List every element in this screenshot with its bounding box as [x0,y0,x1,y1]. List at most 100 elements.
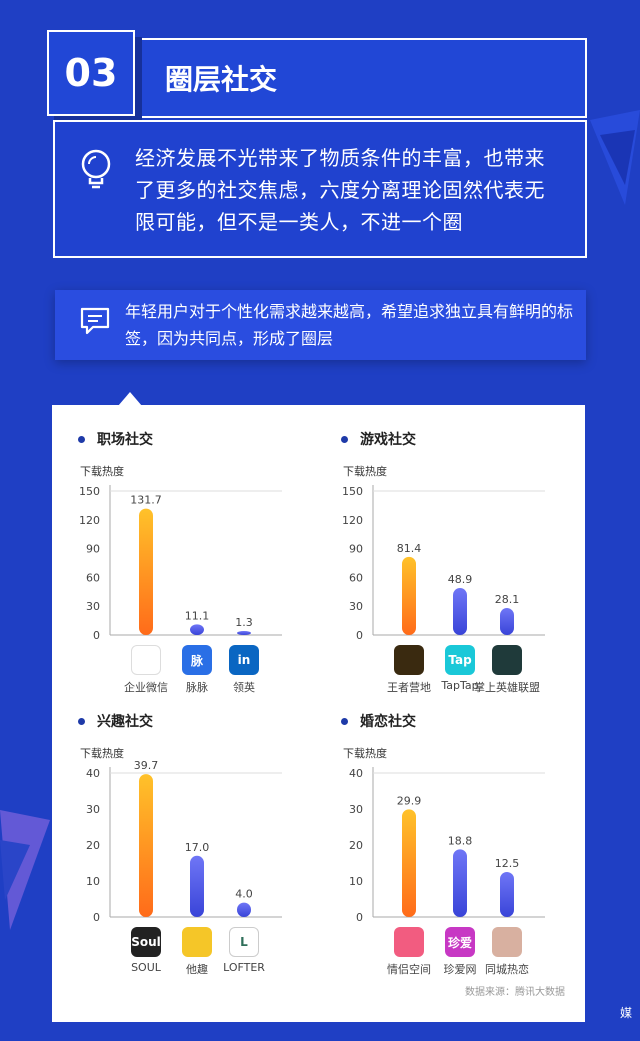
value-label: 131.7 [130,494,162,507]
y-tick-label: 60 [349,571,363,584]
x-category-label: 珍爱网 [443,963,477,976]
y-tick-label: 30 [349,803,363,816]
y-tick-label: 90 [86,543,100,556]
bar [139,774,153,917]
chart-panel-dating: 婚恋社交 下载热度 0 10 20 30 40 29.9 18.8 12.5 情侣空间 珍爱珍爱网同… [315,687,575,987]
bar [237,631,251,635]
zhenai-icon: 珍爱 [445,927,475,957]
wecom-icon [131,645,161,675]
section-header: 圈层社交 03 [47,30,587,120]
y-tick-label: 20 [349,839,363,852]
decorative-triangle-left [0,810,50,930]
chart-panel-career: 职场社交 下载热度 0 30 60 90 120 150 131.7 11.1 1.3 企业微信 脉脉… [52,405,312,705]
bar [190,624,204,635]
bar-chart: 下载热度 0 30 60 90 120 150 81.4 48.9 28.1 [342,464,545,642]
value-label: 12.5 [495,857,520,870]
x-category-label: 同城热恋 [485,963,529,976]
y-tick-label: 10 [349,875,363,888]
value-label: 1.3 [235,616,253,629]
data-source: 数据来源：腾讯大数据 [465,987,565,998]
value-label: 81.4 [397,542,422,555]
chart-title: 婚恋社交 [341,711,416,731]
bar [237,902,251,917]
bar [190,855,204,917]
chart-panel-interest: 兴趣社交 下载热度 0 10 20 30 40 39.7 17.0 4.0 Soul SOUL 他趣 L… [52,687,312,987]
y-axis-label: 下载热度 [343,464,387,478]
lofter-icon: L [229,927,259,957]
bar [500,872,514,917]
y-tick-label: 120 [79,514,100,527]
value-label: 28.1 [495,593,520,606]
wangzhe-icon [394,645,424,675]
lightbulb-icon [81,149,111,189]
bullet-dot [341,435,348,443]
y-axis-label: 下载热度 [80,746,124,760]
x-category-label: 情侣空间 [387,963,431,976]
y-tick-label: 0 [356,911,363,924]
bullet-dot [341,717,348,725]
chart-title: 兴趣社交 [78,711,153,731]
value-label: 11.1 [185,609,210,622]
y-tick-label: 40 [349,767,363,780]
taptap-icon: Tap [445,645,475,675]
card-pointer [118,392,142,406]
chart-title: 游戏社交 [341,429,416,449]
bar [453,849,467,917]
lol-icon [492,645,522,675]
y-axis-label: 下载热度 [80,464,124,478]
taqu-icon [182,927,212,957]
value-label: 4.0 [235,888,253,901]
chat-icon [80,307,110,335]
value-label: 17.0 [185,841,210,854]
x-category-label: 领英 [233,681,255,694]
y-tick-label: 40 [86,767,100,780]
couple-space-icon [394,927,424,957]
bar-chart: 下载热度 0 30 60 90 120 150 131.7 11.1 1.3 [79,464,282,642]
bar [402,809,416,917]
note-box: 年轻用户对于个性化需求越来越高，希望追求独立具有鲜明的标签，因为共同点，形成了圈… [55,290,586,360]
bullet-dot [78,435,85,443]
section-title: 圈层社交 [135,38,587,118]
description-box: 经济发展不光带来了物质条件的丰富，也带来了更多的社交焦虑，六度分离理论固然代表无… [53,120,587,258]
soul-icon: Soul [131,927,161,957]
value-label: 18.8 [448,834,473,847]
y-tick-label: 30 [349,600,363,613]
y-tick-label: 120 [342,514,363,527]
y-tick-label: 0 [356,629,363,642]
y-tick-label: 150 [342,485,363,498]
x-category-label: 他趣 [186,963,208,976]
x-category-label: 企业微信 [124,681,168,694]
x-category-label: LOFTER [223,961,265,974]
value-label: 48.9 [448,573,473,586]
y-tick-label: 10 [86,875,100,888]
note-text: 年轻用户对于个性化需求越来越高，希望追求独立具有鲜明的标签，因为共同点，形成了圈… [125,302,574,348]
x-category-label: 掌上英雄联盟 [474,681,540,694]
chart-panel-gaming: 游戏社交 下载热度 0 30 60 90 120 150 81.4 48.9 28.1 王者营地 Ta… [315,405,575,705]
y-tick-label: 30 [86,600,100,613]
x-category-label: 脉脉 [186,681,208,694]
corner-mark: 媒 [619,1006,632,1020]
description-text: 经济发展不光带来了物质条件的丰富，也带来了更多的社交焦虑，六度分离理论固然代表无… [135,146,545,234]
bar [453,588,467,635]
y-tick-label: 30 [86,803,100,816]
value-label: 29.9 [397,794,422,807]
y-tick-label: 0 [93,629,100,642]
bar-chart: 下载热度 0 10 20 30 40 29.9 18.8 12.5 [343,746,545,924]
maimai-icon: 脉 [182,645,212,675]
tongcheng-icon [492,927,522,957]
y-axis-label: 下载热度 [343,746,387,760]
y-tick-label: 0 [93,911,100,924]
x-category-label: 王者营地 [387,681,431,694]
linkedin-icon: in [229,645,259,675]
y-tick-label: 150 [79,485,100,498]
bar [402,556,416,635]
x-category-label: TapTap [441,679,479,692]
x-category-label: SOUL [131,961,161,974]
y-tick-label: 90 [349,543,363,556]
bar [500,608,514,635]
section-number: 03 [47,30,135,116]
y-tick-label: 60 [86,571,100,584]
chart-title: 职场社交 [78,429,153,449]
value-label: 39.7 [134,759,159,772]
chart-card: 职场社交 下载热度 0 30 60 90 120 150 131.7 11.1 1.3 企业微信 脉脉… [52,405,585,1022]
